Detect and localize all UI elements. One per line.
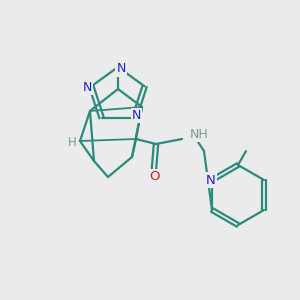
- Text: N: N: [116, 62, 126, 76]
- Text: NH: NH: [190, 128, 209, 140]
- Text: O: O: [149, 170, 159, 184]
- Text: N: N: [206, 173, 216, 187]
- Text: N: N: [83, 81, 92, 94]
- Text: H: H: [68, 136, 76, 148]
- Text: N: N: [132, 109, 141, 122]
